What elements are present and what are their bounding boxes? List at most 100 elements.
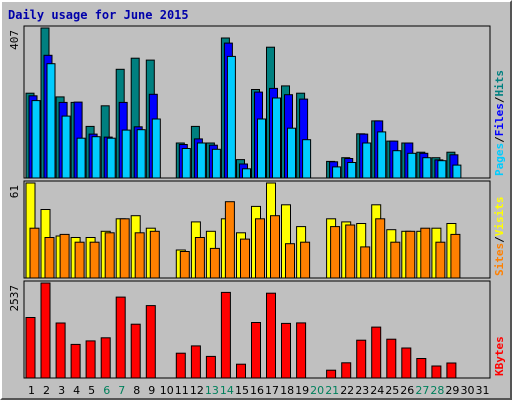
day-label-18: 18 [280,384,294,397]
bar-pages-day-9 [151,118,161,179]
y-max-label-visits_sites: 61 [8,185,21,198]
bar-kbytes-day-8 [130,323,141,379]
day-label-14: 14 [220,384,234,397]
bar-sites-day-4 [74,241,85,279]
bar-pages-day-18 [287,127,296,179]
bar-kbytes-day-28 [431,365,442,379]
bar-pages-day-11 [181,148,191,179]
bar-sites-day-23 [360,246,371,279]
bar-kbytes-day-26 [401,347,412,379]
bar-pages-day-26 [407,152,417,179]
day-label-5: 5 [88,384,95,397]
bar-pages-day-3 [61,115,71,179]
bar-sites-day-18 [285,243,295,279]
bar-sites-day-25 [390,241,401,279]
day-label-6: 6 [103,384,110,397]
bar-pages-day-12 [196,142,206,179]
bar-sites-day-13 [209,247,220,279]
bar-kbytes-day-21 [326,369,337,379]
bar-pages-day-15 [242,168,251,179]
bar-pages-day-29 [452,164,462,179]
day-label-25: 25 [385,384,399,397]
bar-pages-day-5 [91,136,101,179]
bar-sites-day-8 [134,232,145,279]
bar-kbytes-day-18 [281,322,291,379]
bar-kbytes-day-1 [25,317,36,379]
bar-kbytes-day-14 [220,291,231,379]
day-label-4: 4 [73,384,80,397]
bar-kbytes-day-19 [296,322,307,379]
day-label-12: 12 [190,384,204,397]
bar-pages-day-22 [347,162,357,179]
bar-sites-day-12 [194,237,205,279]
bar-kbytes-day-6 [100,337,111,379]
chart-title: Daily usage for June 2015 [8,8,189,22]
day-label-8: 8 [133,384,140,397]
bar-sites-day-2 [44,237,55,279]
bar-pages-day-24 [377,131,387,179]
day-label-9: 9 [148,384,155,397]
bar-sites-day-22 [345,224,356,279]
day-label-29: 29 [445,384,459,397]
y-max-label-kbytes: 2537 [8,285,21,312]
bar-sites-day-3 [59,233,70,279]
day-label-30: 30 [461,384,475,397]
bar-sites-day-11 [179,251,190,279]
day-label-13: 13 [205,384,219,397]
legend-visits_sites: Sites/Visits [493,197,506,277]
bar-pages-day-21 [332,166,342,179]
bar-pages-day-8 [136,129,146,179]
bar-pages-day-16 [257,118,266,179]
bar-sites-day-24 [375,218,386,279]
day-label-17: 17 [265,384,279,397]
bar-kbytes-day-16 [251,322,261,379]
bar-pages-day-4 [76,137,86,179]
day-label-22: 22 [340,384,354,397]
bar-kbytes-day-25 [386,338,397,379]
bar-sites-day-29 [450,233,461,279]
day-label-2: 2 [43,384,50,397]
y-max-label-hits_files_pages: 407 [8,30,21,50]
bar-kbytes-day-7 [115,296,126,379]
bar-kbytes-day-29 [446,362,457,379]
legend-hits_files_pages: Pages/Files/Hits [493,70,506,176]
legend-item-sites: Sites [493,243,506,276]
bar-pages-day-28 [437,160,447,179]
bar-sites-day-5 [89,241,100,279]
day-label-31: 31 [476,384,490,397]
legend-item-files: Files [493,103,506,136]
day-label-27: 27 [415,384,429,397]
legend-item-pages: Pages [493,143,506,176]
bar-pages-day-6 [106,137,116,179]
bar-kbytes-day-4 [70,343,81,379]
bar-kbytes-day-23 [356,339,367,379]
day-label-19: 19 [295,384,309,397]
day-label-28: 28 [430,384,444,397]
bar-sites-day-27 [420,227,431,279]
day-label-23: 23 [355,384,369,397]
bar-pages-day-1 [31,100,41,179]
bar-pages-day-25 [392,150,402,179]
day-label-3: 3 [58,384,65,397]
day-label-24: 24 [370,384,384,397]
legend-kbytes: KBytes [493,336,506,376]
day-label-11: 11 [175,384,189,397]
bar-kbytes-day-9 [145,305,156,379]
bar-pages-day-7 [121,129,131,179]
day-label-10: 10 [160,384,174,397]
bar-pages-day-17 [272,97,281,179]
bar-kbytes-day-12 [190,345,201,379]
bar-sites-day-6 [104,232,115,279]
day-label-20: 20 [310,384,324,397]
bar-kbytes-day-24 [371,326,382,379]
bar-pages-day-27 [422,157,432,179]
bar-pages-day-13 [211,148,221,179]
day-label-1: 1 [28,384,35,397]
bar-kbytes-day-5 [85,340,96,379]
bar-sites-day-28 [435,241,446,279]
bar-kbytes-day-15 [236,363,246,379]
bar-pages-day-23 [362,142,372,179]
bar-sites-day-16 [255,218,265,279]
legend-item-kbytes: KBytes [493,336,506,376]
